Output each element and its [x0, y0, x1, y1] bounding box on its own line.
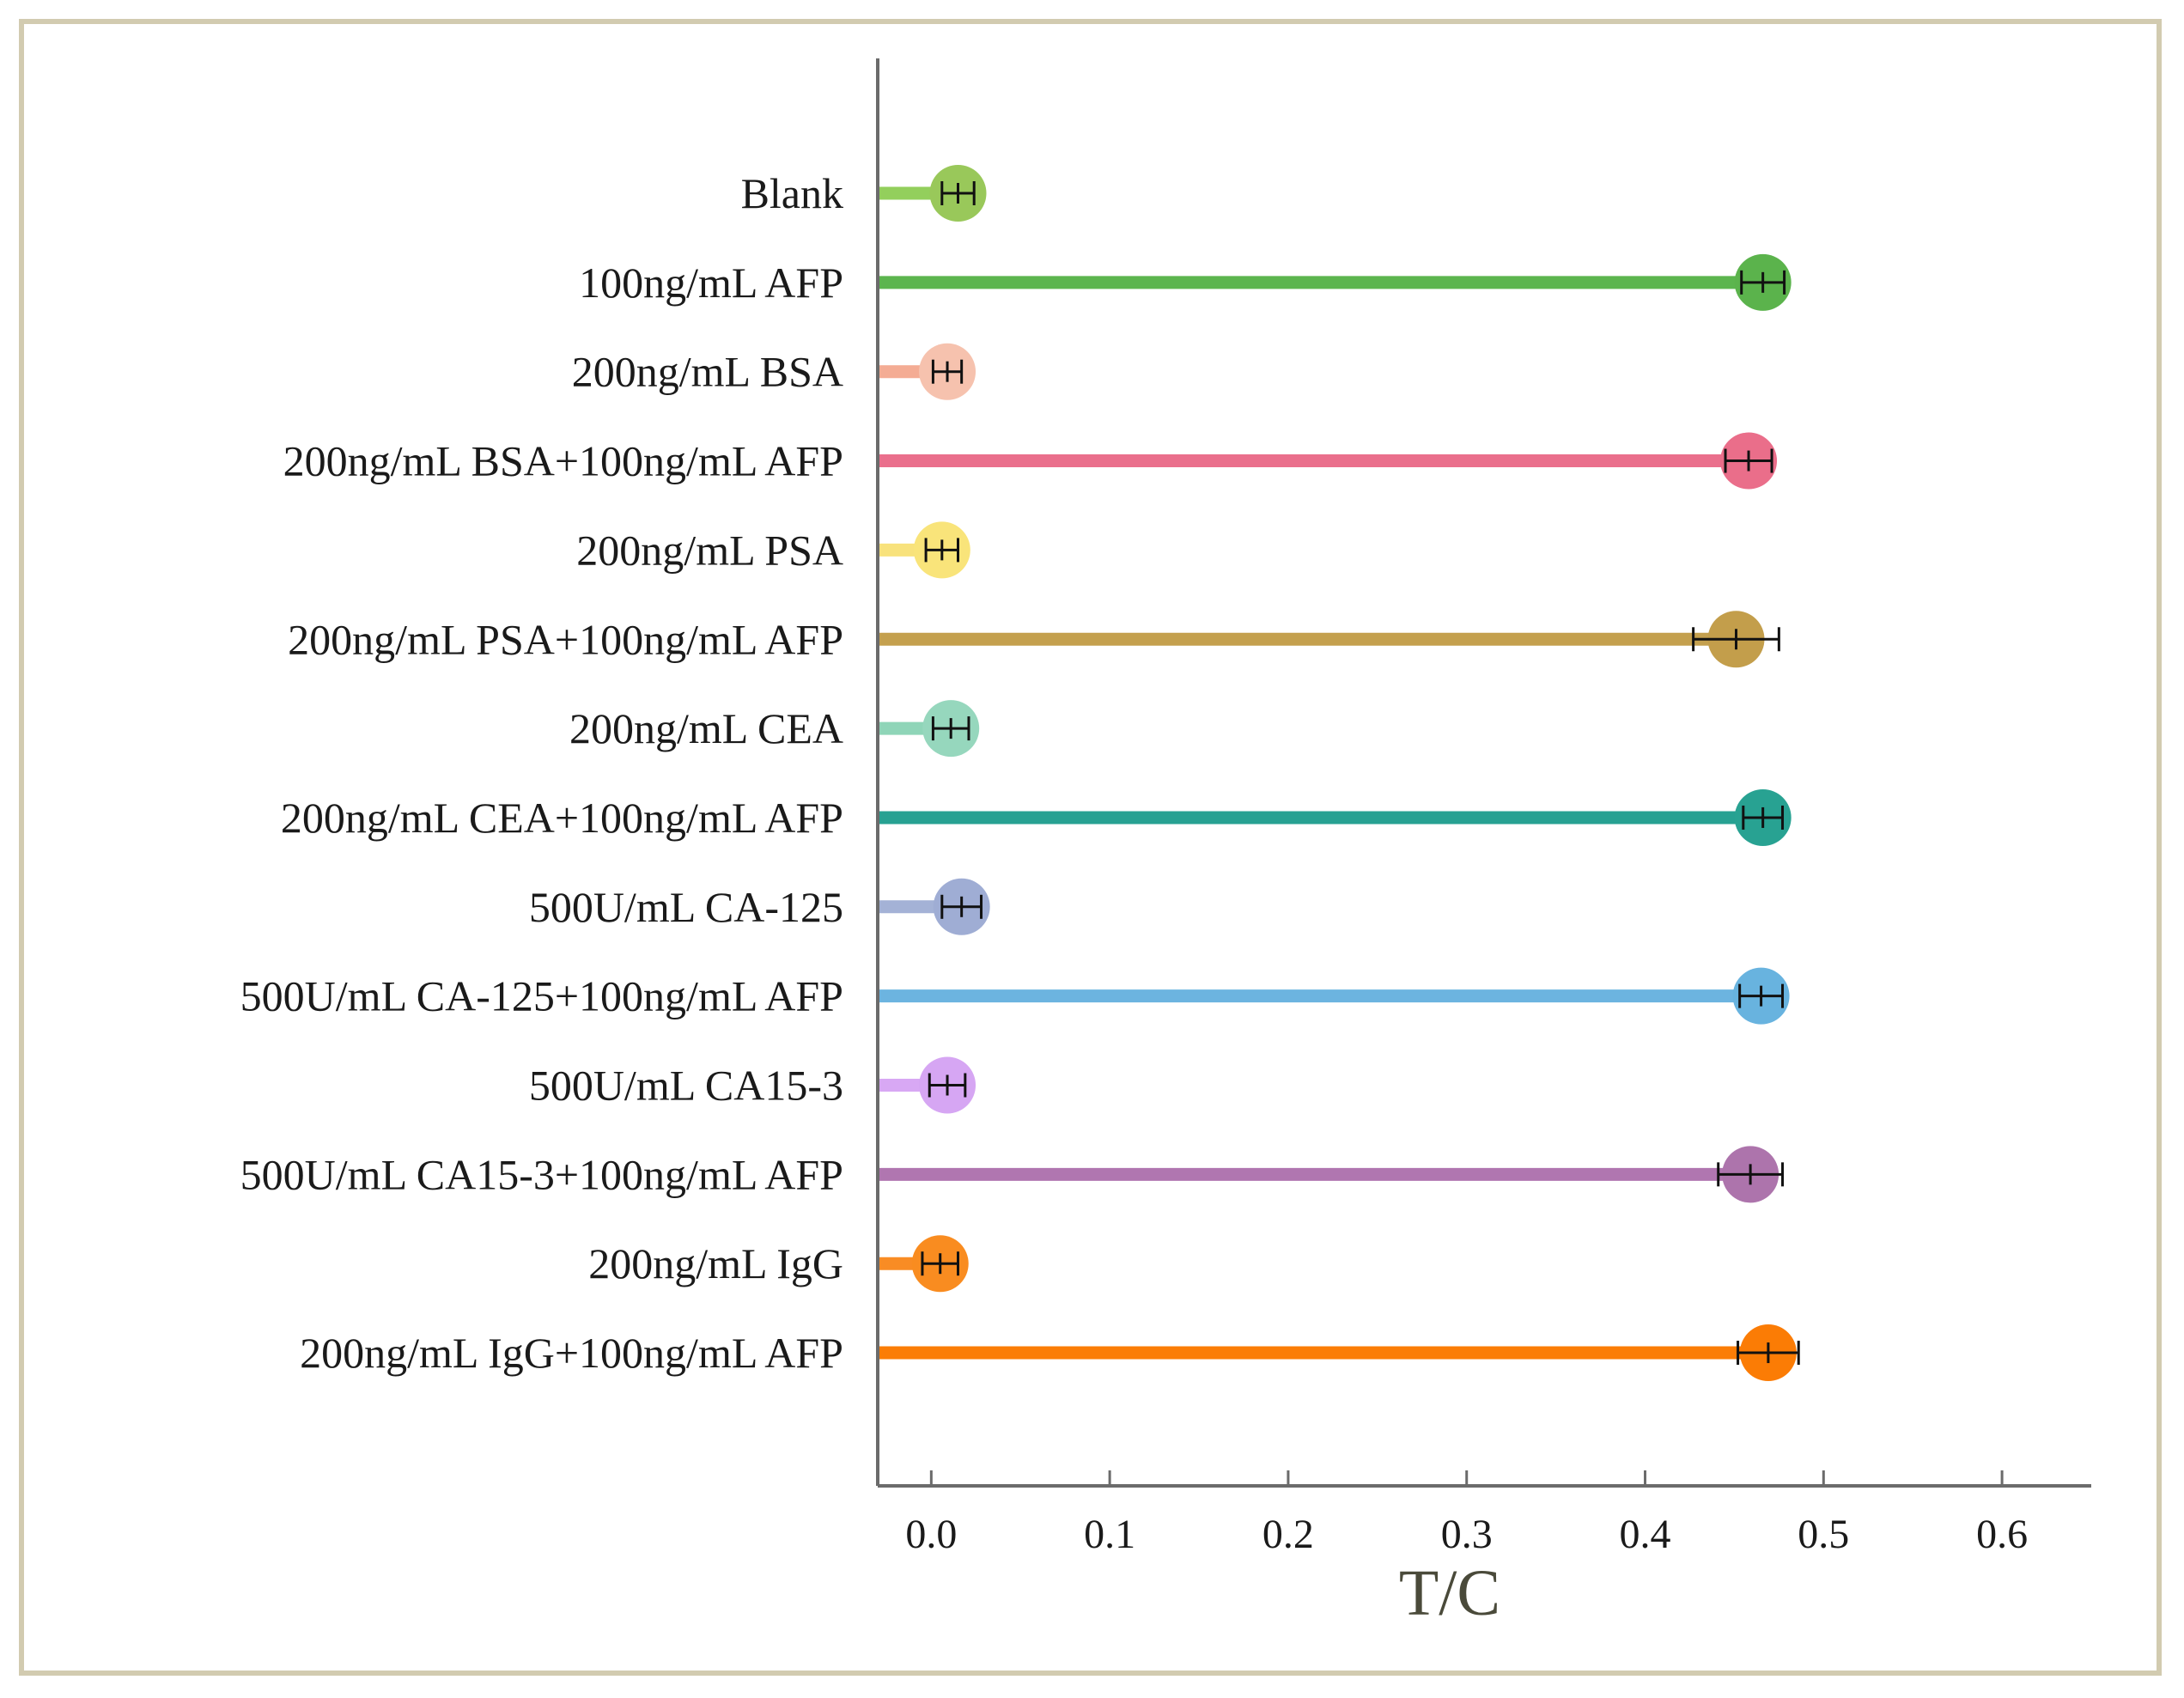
category-label: 500U/mL CA15-3: [529, 1062, 843, 1110]
x-ticks-group: 0.0 0.1 0.2 0.3 0.4 0.5 0.6: [905, 1470, 2028, 1557]
category-label: 200ng/mL IgG+100ng/mL AFP: [300, 1329, 843, 1377]
figure-frame: [19, 19, 2162, 1676]
category-label: 200ng/mL CEA: [569, 704, 843, 752]
x-tick-label: 0.4: [1620, 1512, 1671, 1557]
category-label: 200ng/mL PSA: [576, 526, 843, 574]
x-tick-label: 0.3: [1441, 1512, 1493, 1557]
category-label: Blank: [741, 169, 843, 217]
category-label: 100ng/mL AFP: [579, 259, 843, 307]
category-labels-group: Blank 100ng/mL AFP 200ng/mL BSA 200ng/mL BS…: [240, 169, 843, 1377]
marks-group: [879, 165, 1800, 1382]
category-label: 500U/mL CA15-3+100ng/mL AFP: [240, 1150, 843, 1198]
category-label: 200ng/mL BSA: [572, 348, 843, 396]
x-tick-label: 0.0: [905, 1512, 957, 1557]
category-label: 200ng/mL PSA+100ng/mL AFP: [288, 615, 843, 663]
axes-group: [876, 58, 2091, 1488]
x-tick-label: 0.6: [1976, 1512, 2028, 1557]
x-tick-label: 0.2: [1262, 1512, 1314, 1557]
category-label: 200ng/mL IgG: [588, 1239, 843, 1287]
category-label: 200ng/mL CEA+100ng/mL AFP: [281, 794, 843, 842]
category-label: 200ng/mL BSA+100ng/mL AFP: [283, 437, 843, 485]
x-tick-label: 0.1: [1084, 1512, 1135, 1557]
x-axis-title: T/C: [1399, 1557, 1500, 1629]
x-tick-label: 0.5: [1798, 1512, 1849, 1557]
category-label: 500U/mL CA-125+100ng/mL AFP: [240, 972, 843, 1020]
category-label: 500U/mL CA-125: [529, 883, 843, 931]
